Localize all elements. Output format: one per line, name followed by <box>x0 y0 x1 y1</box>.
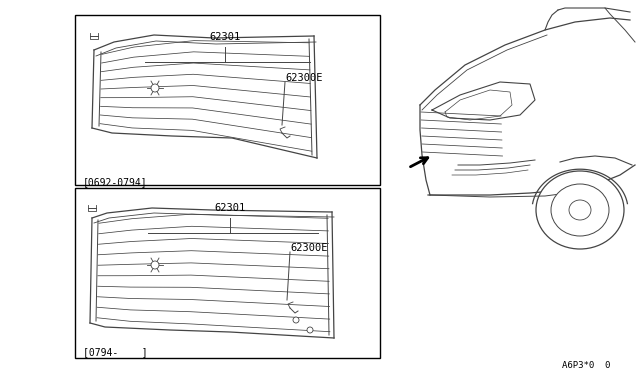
Ellipse shape <box>551 184 609 236</box>
Bar <box>75 188 380 358</box>
Text: 62300E: 62300E <box>290 243 328 253</box>
Circle shape <box>151 261 159 269</box>
Text: 62301: 62301 <box>214 203 246 213</box>
Circle shape <box>151 84 159 92</box>
Ellipse shape <box>536 171 624 249</box>
Text: A6P3*0  0: A6P3*0 0 <box>562 360 610 369</box>
Bar <box>75 15 380 185</box>
Circle shape <box>293 317 299 323</box>
Text: [0794-    ]: [0794- ] <box>83 347 148 357</box>
Text: [0692-0794]: [0692-0794] <box>83 177 148 187</box>
Text: 62301: 62301 <box>209 32 241 42</box>
Text: 62300E: 62300E <box>285 73 323 83</box>
Circle shape <box>307 327 313 333</box>
Ellipse shape <box>569 200 591 220</box>
